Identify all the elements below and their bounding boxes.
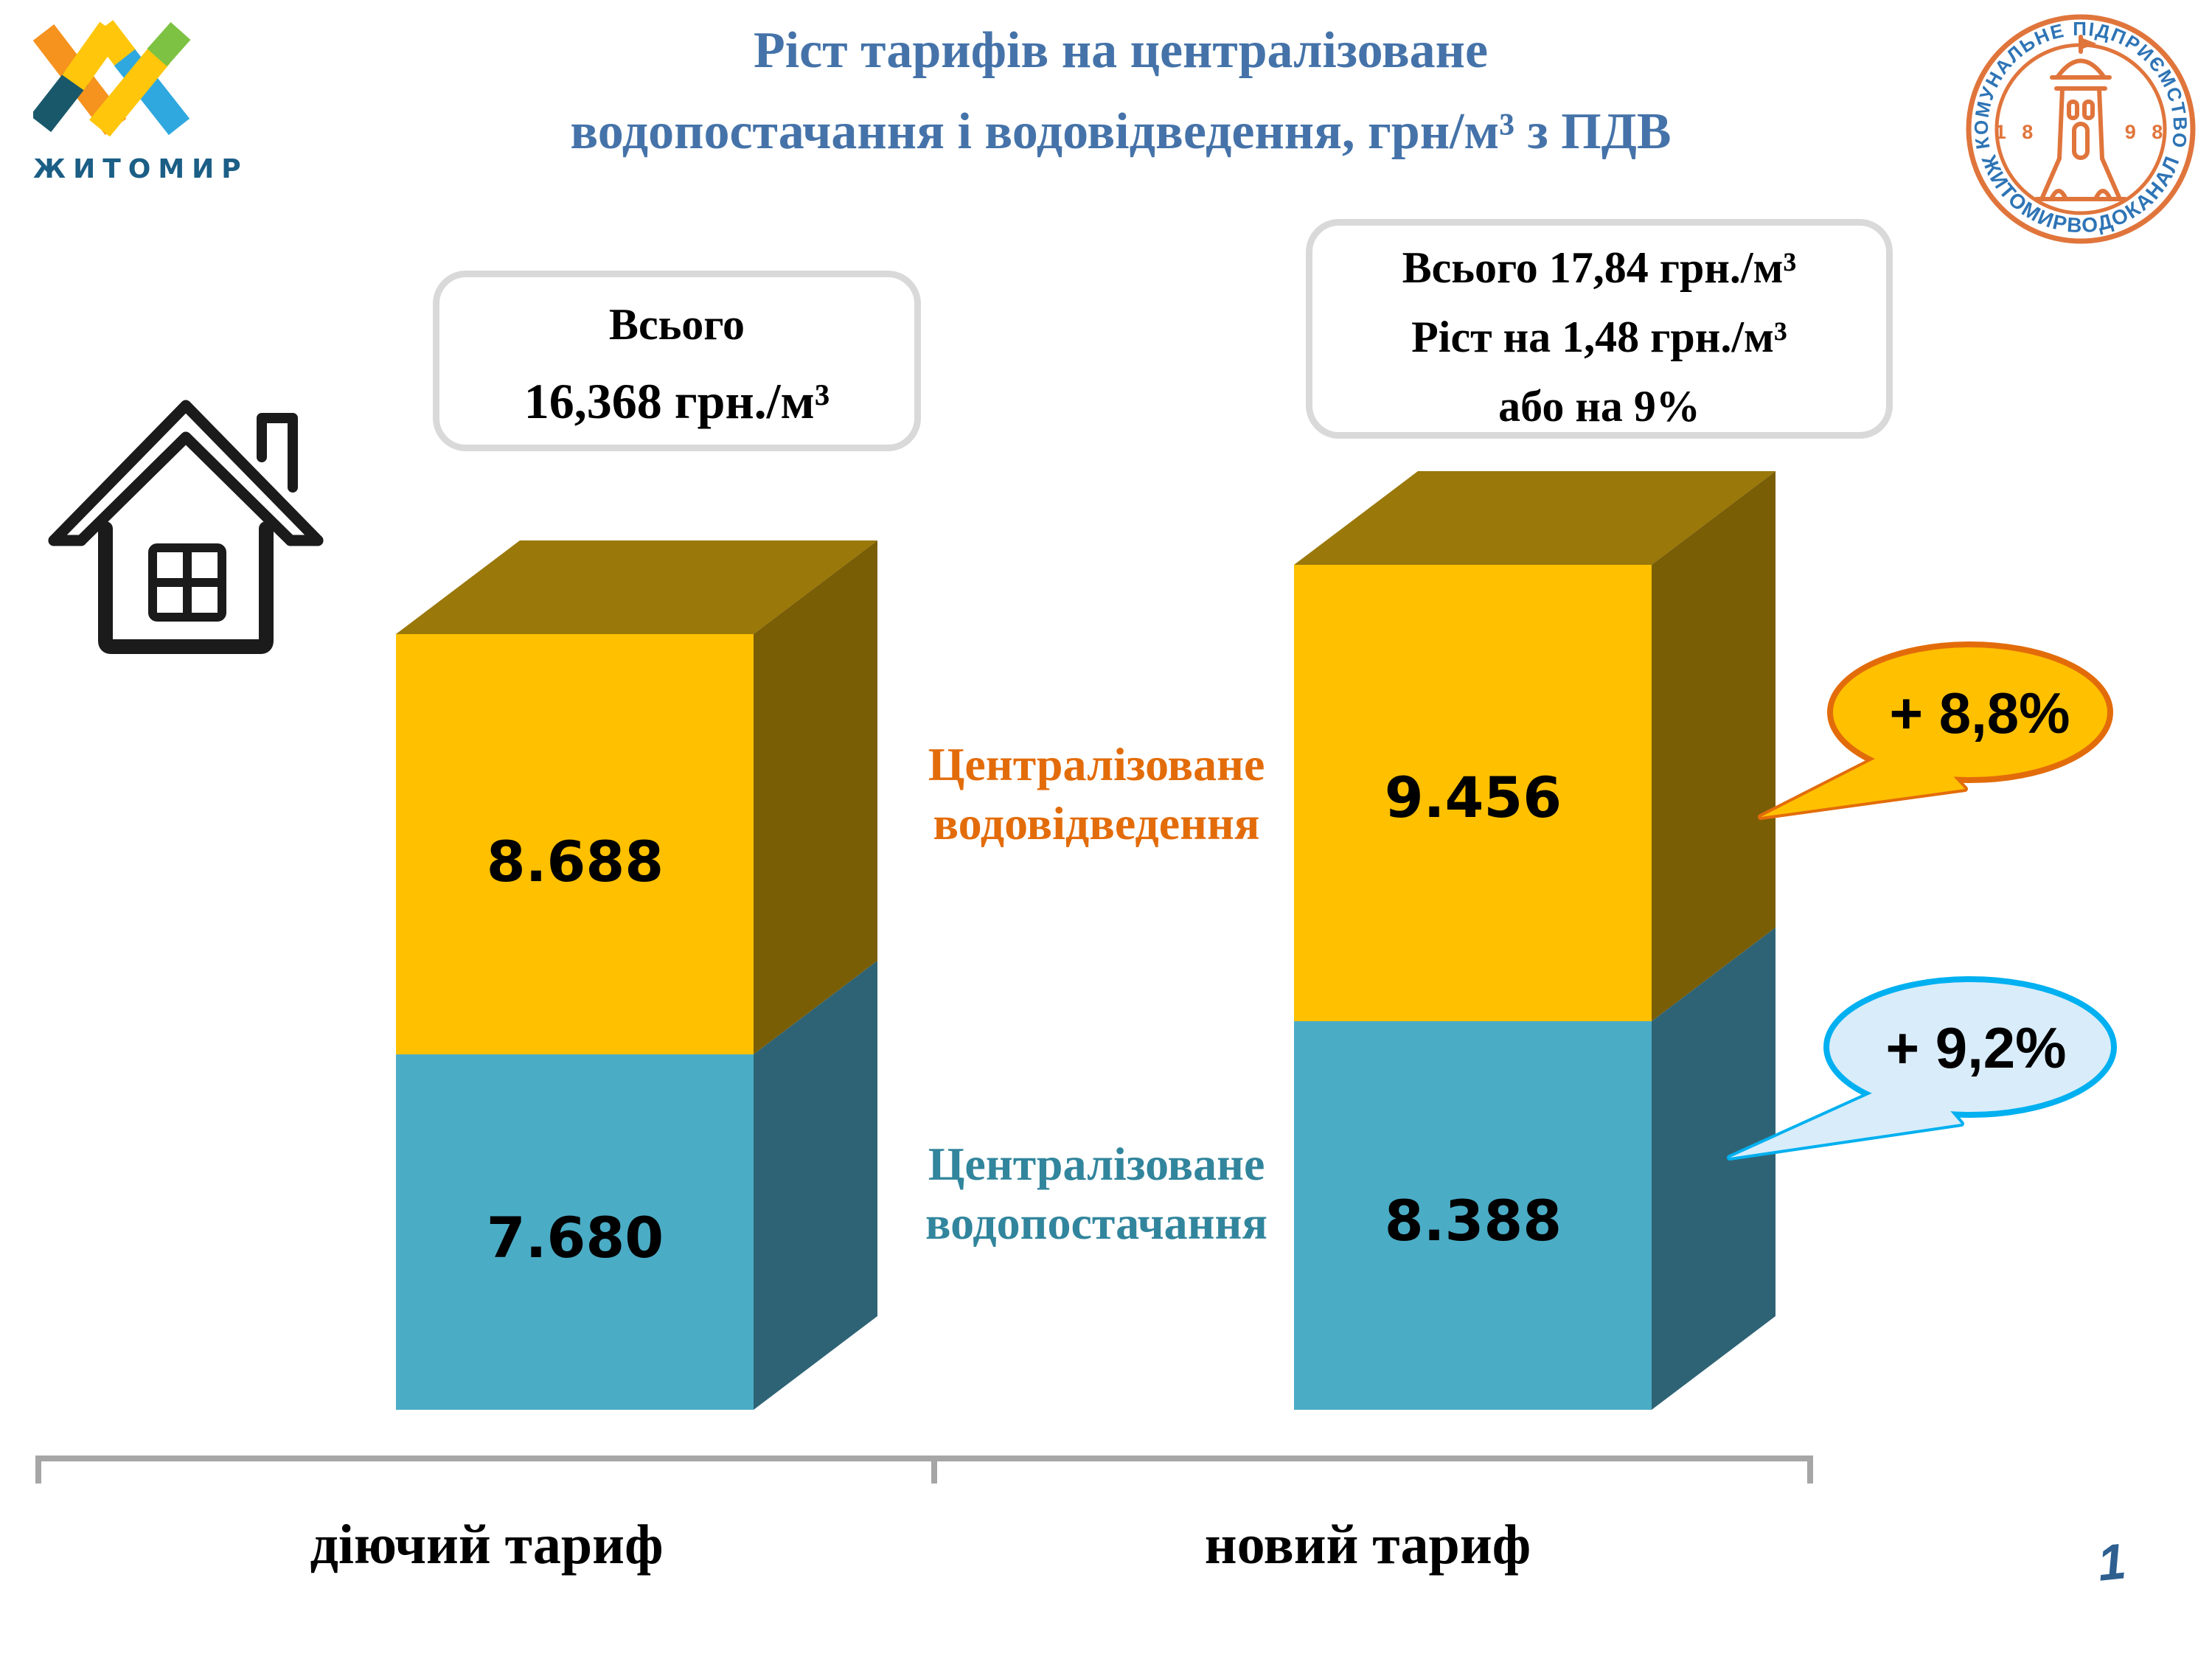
- bar-new-sewerage-side-face: [1652, 471, 1775, 1021]
- new-tariff-growth-percent: або на 9%: [1498, 382, 1700, 431]
- zhytomyr-logo-text: ЖИТОМИР: [33, 154, 248, 184]
- bar-old-top-face: [396, 540, 877, 634]
- seal-year-left: 1 8: [1995, 121, 2039, 143]
- slide-title-line1: Ріст тарифів на централізоване: [753, 22, 1489, 79]
- bar-new-tariff: 9.456 8.388: [1294, 471, 1775, 1410]
- bar-old-water-segment: [396, 1054, 754, 1410]
- logo-ribbon-green: [147, 22, 191, 66]
- zhytomyr-logo: ЖИТОМИР: [29, 16, 248, 184]
- bar-new-sewerage-segment: [1294, 565, 1652, 1021]
- logo-ribbon-yellow-2: [91, 20, 137, 67]
- bar-old-tariff: 8.688 7.680: [396, 540, 877, 1410]
- old-tariff-total-label: Всього: [608, 300, 745, 349]
- house-icon: [48, 400, 324, 654]
- sewerage-growth-value: + 8,8%: [1889, 681, 2070, 745]
- bar-old-water-side-face: [754, 961, 877, 1410]
- sewerage-series-label-line2: водовідведення: [933, 797, 1259, 849]
- bar-new-sewerage-value: 9.456: [1385, 765, 1562, 830]
- sewerage-growth-bubble: + 8,8%: [1758, 641, 2113, 820]
- slide-title: Ріст тарифів на централізоване водопоста…: [383, 10, 1858, 173]
- zhytomyr-logo-icon: [29, 20, 191, 137]
- slide-title-line2: водопостачання і водовідведення, грн/м³ …: [570, 103, 1672, 160]
- bar-new-water-value: 8.388: [1385, 1188, 1562, 1253]
- series-labels: Централізоване водовідведення Централізо…: [925, 738, 1267, 1249]
- logo-ribbon-yellow-3: [89, 46, 170, 137]
- sewerage-bubble-tail-fill: [1761, 737, 1965, 817]
- seal-outer-ring: [1966, 14, 2196, 244]
- seal-year-right: 9 8: [2125, 121, 2168, 143]
- sewerage-series-label-line1: Централізоване: [928, 738, 1265, 790]
- page-number: 1: [2095, 1533, 2129, 1592]
- tariff-chart: 8.688 7.680 9.456 8.388 Централізоване в…: [35, 471, 2117, 1576]
- bar-old-sewerage-segment: [396, 634, 754, 1054]
- seal-water-tower: [2034, 35, 2127, 201]
- bar-old-sewerage-value: 8.688: [487, 829, 664, 894]
- bar-old-sewerage-side-face: [754, 540, 877, 1054]
- new-tariff-total-callout: Всього 17,84 грн./м³ Ріст на 1,48 грн./м…: [1306, 219, 1893, 439]
- new-tariff-total-value: Всього 17,84 грн./м³: [1402, 243, 1797, 292]
- axis-label-new-tariff: новий тариф: [1205, 1514, 1531, 1576]
- water-series-label-line2: водопостачання: [925, 1197, 1267, 1249]
- old-tariff-total-callout: Всього 16,368 грн./м³: [433, 271, 921, 451]
- vodokanal-seal: КОМУНАЛЬНЕ ПІДПРИЄМСТВО ЖИТОМИРВОДОКАНАЛ…: [1966, 14, 2196, 244]
- bar-new-water-segment: [1294, 1021, 1652, 1410]
- bar-new-top-face: [1294, 471, 1775, 565]
- water-growth-bubble: + 9,2%: [1727, 976, 2117, 1161]
- old-tariff-total-value: 16,368 грн./м³: [524, 373, 830, 429]
- bar-new-water-side-face: [1652, 928, 1775, 1410]
- category-axis-bracket: [35, 1455, 1813, 1484]
- water-bubble-body: [1823, 976, 2117, 1118]
- axis-label-old-tariff: діючий тариф: [310, 1514, 663, 1576]
- logo-ribbon-teal: [29, 68, 88, 133]
- bar-old-water-value: 7.680: [487, 1205, 664, 1270]
- water-series-label-line1: Централізоване: [928, 1138, 1265, 1190]
- new-tariff-growth-value: Ріст на 1,48 грн./м³: [1411, 313, 1787, 361]
- water-growth-value: + 9,2%: [1885, 1015, 2066, 1080]
- water-bubble-tail-fill: [1730, 1073, 1961, 1158]
